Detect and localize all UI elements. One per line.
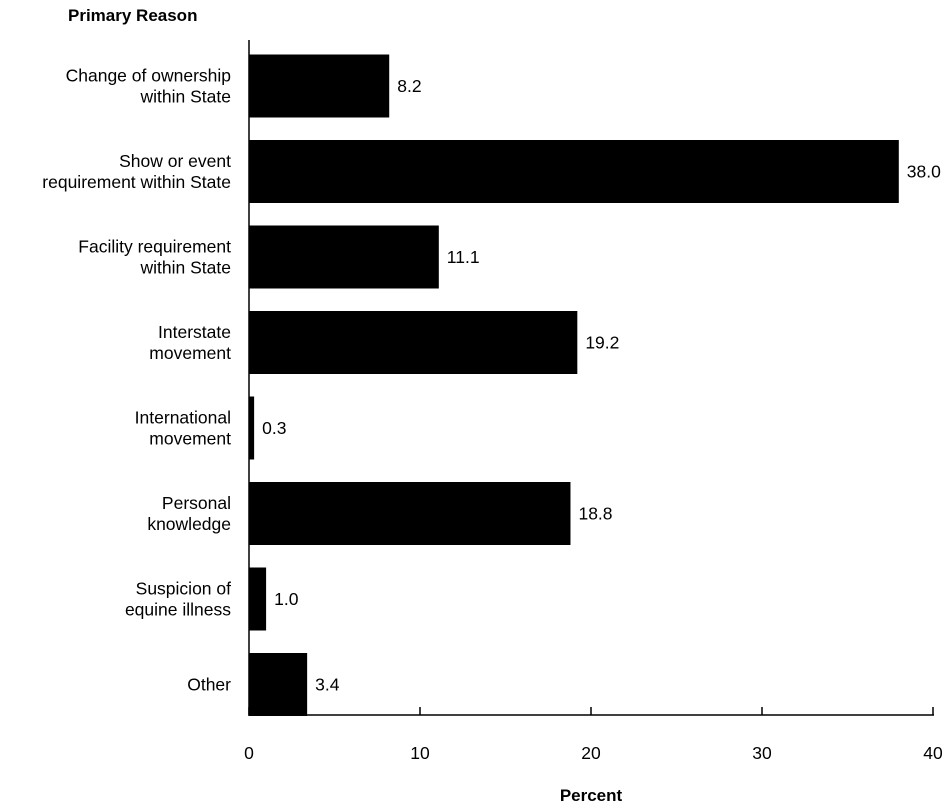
category-label-4-line-0: International xyxy=(135,408,231,428)
category-label-7-line-0: Other xyxy=(187,675,231,695)
value-label-5: 18.8 xyxy=(578,504,612,524)
category-label-3-line-1: movement xyxy=(149,343,231,363)
bars-group xyxy=(249,54,899,716)
category-label-6-line-1: equine illness xyxy=(125,600,231,620)
axes-group: 0 10 20 30 40 xyxy=(244,40,943,763)
x-tick-label-1: 10 xyxy=(410,743,430,763)
category-label-1-line-0: Show or event xyxy=(119,151,231,171)
x-tick-label-0: 0 xyxy=(244,743,254,763)
category-label-1-line-1: requirement within State xyxy=(42,172,231,192)
category-label-3-line-0: Interstate xyxy=(158,322,231,342)
value-label-4: 0.3 xyxy=(262,418,286,438)
x-tick-label-2: 20 xyxy=(581,743,601,763)
bar-7 xyxy=(249,653,308,716)
bar-1 xyxy=(249,140,899,203)
bar-5 xyxy=(249,482,571,545)
value-label-7: 3.4 xyxy=(315,675,340,695)
category-label-2-line-1: within State xyxy=(140,258,231,278)
category-label-2-line-0: Facility requirement xyxy=(78,237,231,257)
bar-2 xyxy=(249,225,439,289)
value-label-3: 19.2 xyxy=(585,333,619,353)
category-label-4-line-1: movement xyxy=(149,429,231,449)
x-tick-label-4: 40 xyxy=(923,743,943,763)
bar-4 xyxy=(249,396,255,460)
value-label-2: 11.1 xyxy=(447,247,480,267)
category-label-0-line-0: Change of ownership xyxy=(66,66,231,86)
value-label-1: 38.0 xyxy=(907,162,941,182)
category-label-5-line-1: knowledge xyxy=(147,514,231,534)
category-label-6-line-0: Suspicion of xyxy=(136,579,231,599)
bar-6 xyxy=(249,567,267,631)
bar-0 xyxy=(249,54,390,118)
category-label-0-line-1: within State xyxy=(140,87,231,107)
y-axis-title: Primary Reason xyxy=(68,6,197,25)
x-axis-title: Percent xyxy=(560,786,623,805)
category-label-5-line-0: Personal xyxy=(162,493,231,513)
value-label-0: 8.2 xyxy=(397,76,421,96)
x-tick-label-3: 30 xyxy=(752,743,772,763)
value-label-6: 1.0 xyxy=(274,589,299,609)
bar-3 xyxy=(249,311,578,374)
value-labels-group: 8.2 38.0 11.1 19.2 0.3 18.8 1.0 3.4 xyxy=(262,76,941,695)
